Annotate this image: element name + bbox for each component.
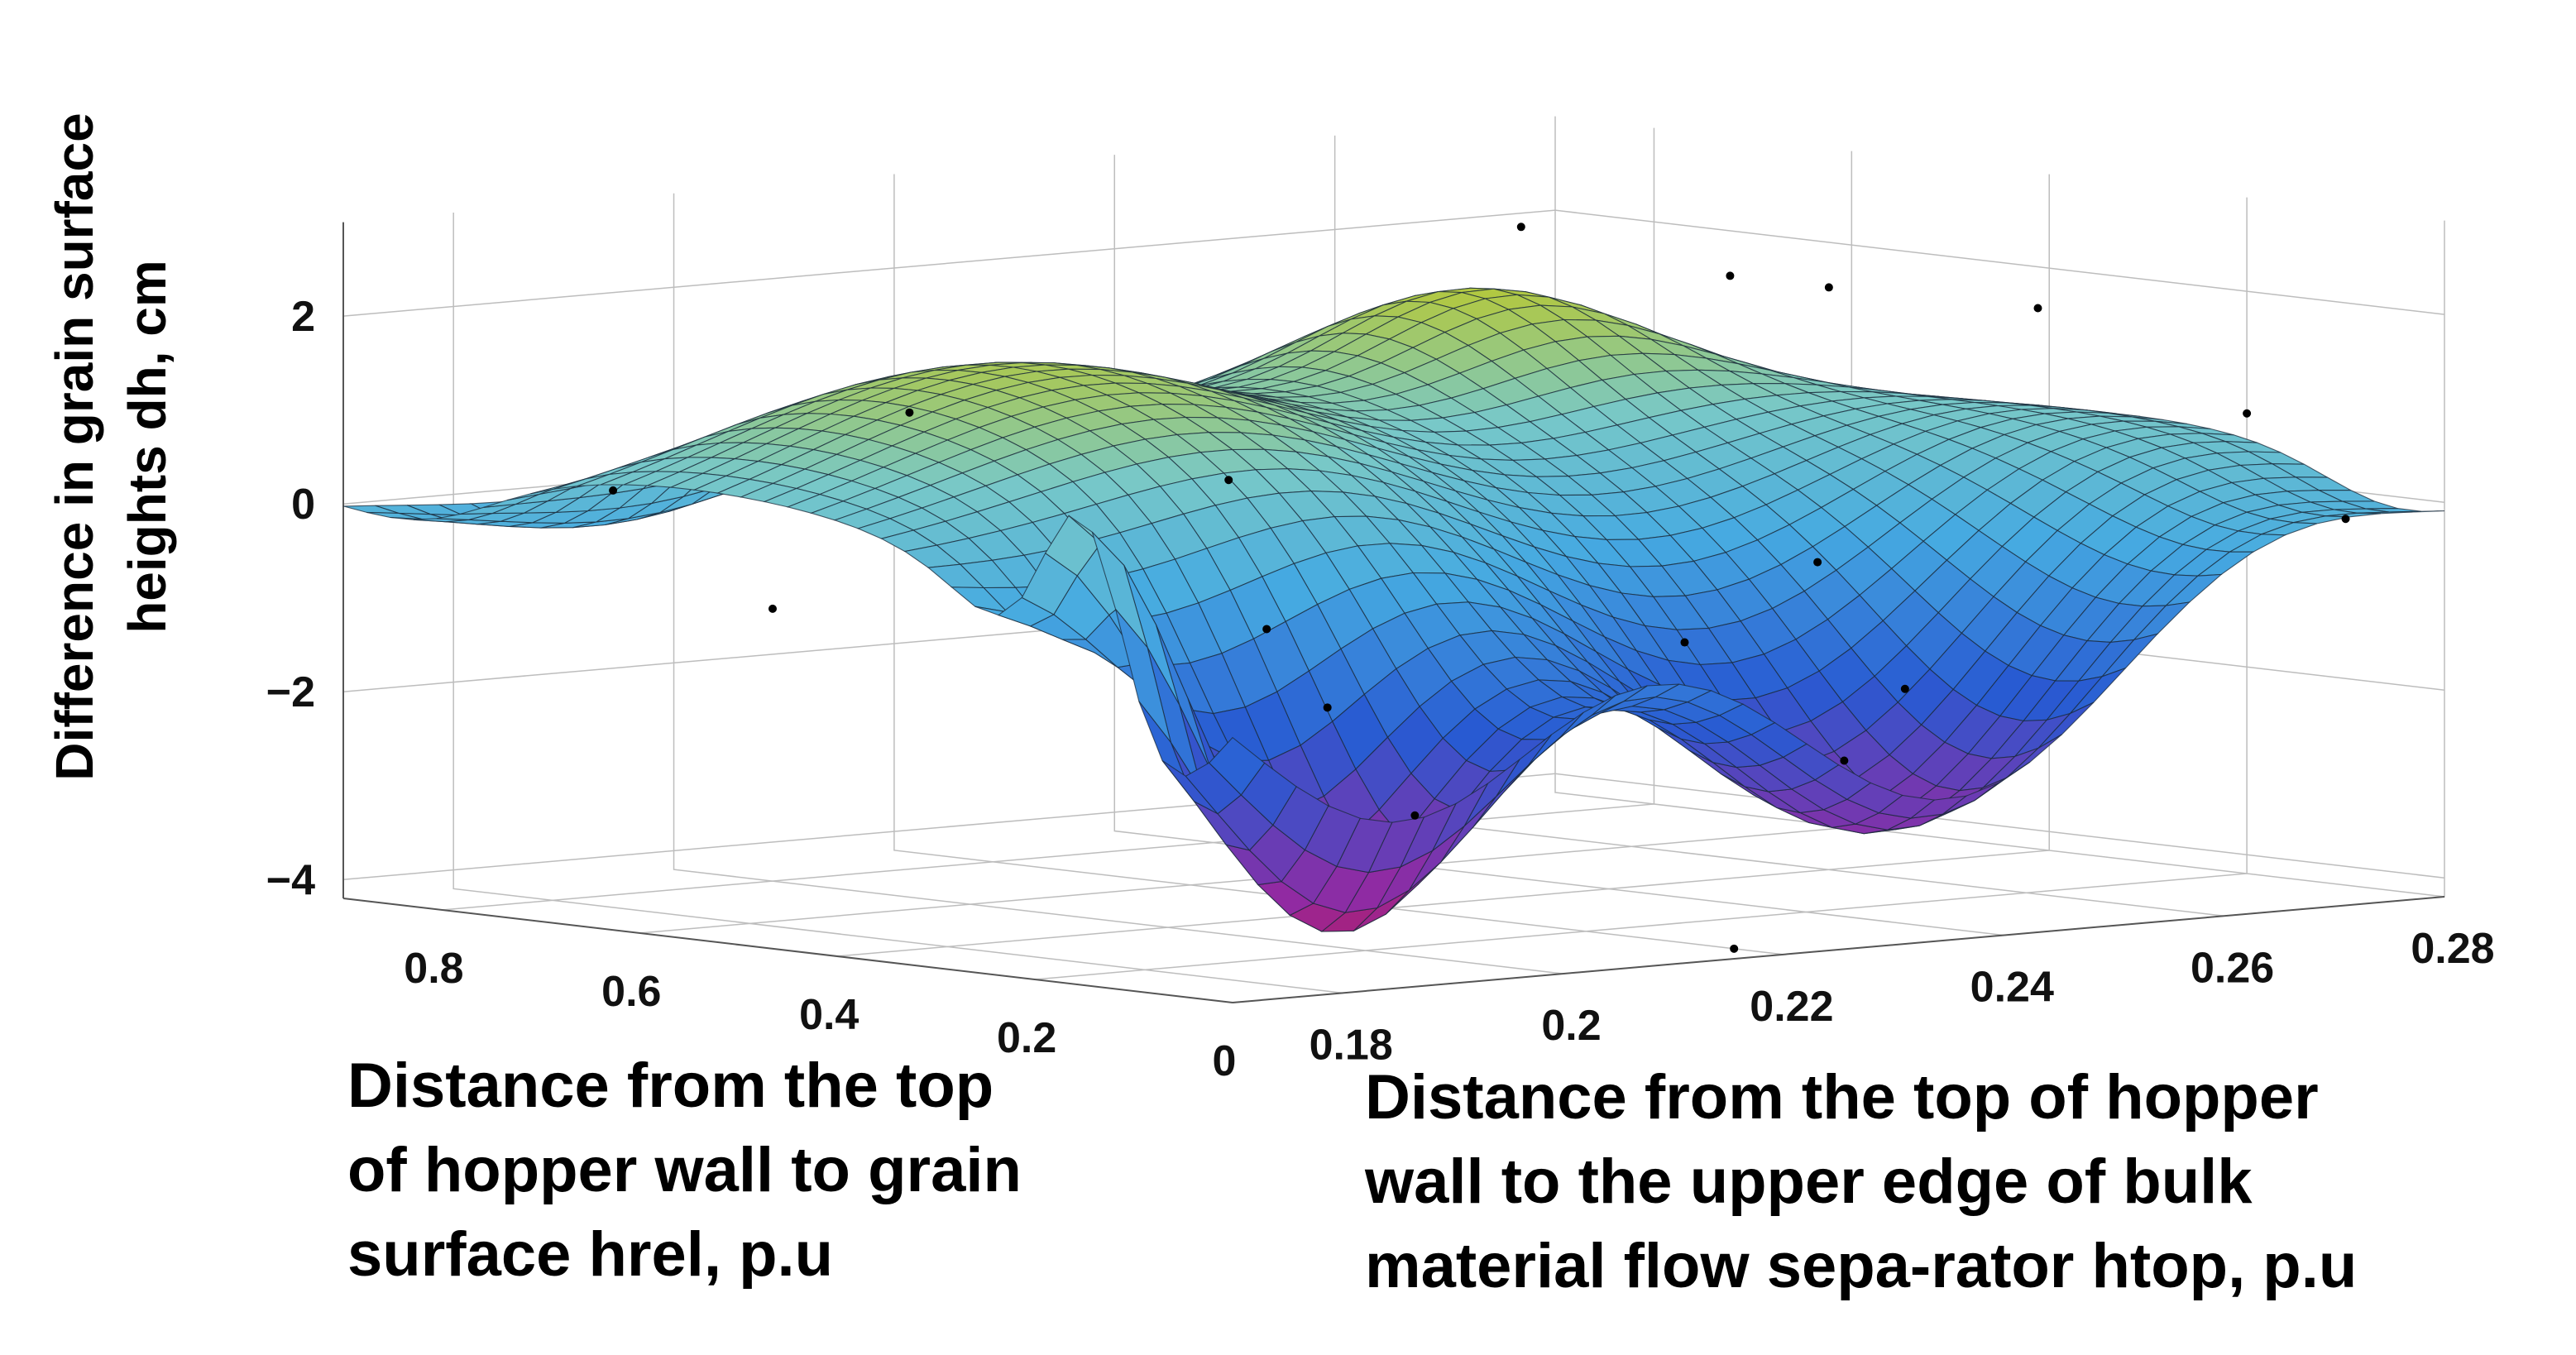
x-tick-label: 0.2 [997, 1014, 1056, 1062]
measured-point [1726, 271, 1735, 280]
x-axis-label-line-2: of hopper wall to grain [347, 1135, 1022, 1205]
x-tick-label: 0.4 [799, 991, 859, 1039]
x-axis-label-line-1: Distance from the top [347, 1051, 994, 1121]
z-tick-label: −4 [266, 856, 315, 904]
measured-point [2243, 409, 2252, 418]
z-tick-label: −2 [266, 668, 315, 716]
z-tick-label: 2 [291, 293, 315, 341]
measured-point [1323, 703, 1332, 712]
y-axis-label-line-1: Distance from the top of hopper [1365, 1062, 2319, 1132]
measured-point [1824, 283, 1833, 292]
grid-line-y [673, 193, 1563, 974]
x-tick-label: 0 [1213, 1037, 1237, 1085]
y-tick-label: 0.22 [1750, 983, 1833, 1031]
grid-line-z [342, 209, 2445, 317]
grid-line-y [452, 212, 1343, 994]
measured-point [1224, 476, 1233, 485]
z-axis-label-line-1: Difference in grain surface [45, 113, 104, 780]
y-axis-label-line-2: wall to the upper edge of bulk [1365, 1147, 2253, 1217]
measured-point [1410, 811, 1420, 820]
grid-line-z [342, 773, 2445, 881]
measured-point [1813, 558, 1822, 567]
y-tick-label: 0.28 [2411, 925, 2494, 973]
y-axis-line [1232, 896, 2445, 1003]
x-axis-label: Distance from the top of hopper wall to … [347, 1044, 1022, 1297]
measured-point [1900, 684, 1909, 693]
x-axis-line [342, 898, 1233, 1003]
y-axis-label-line-3: material flow sepa-rator htop, p.u [1365, 1231, 2358, 1301]
measured-point [1262, 625, 1271, 634]
measured-point [768, 604, 777, 613]
y-axis-label: Distance from the top of hopper wall to … [1365, 1056, 2357, 1309]
measured-point [905, 408, 914, 417]
surface-cell [1208, 736, 1266, 796]
y-tick-label: 0.18 [1310, 1021, 1393, 1069]
measured-point [609, 486, 618, 495]
measured-point [2341, 515, 2350, 524]
z-axis-label-line-2: heights dh, cm [117, 260, 177, 634]
measured-points [609, 223, 2350, 953]
z-tick-label: 0 [291, 481, 315, 529]
y-tick-label: 0.2 [1541, 1002, 1601, 1050]
x-tick-label: 0.8 [404, 945, 463, 993]
measured-point [1516, 223, 1525, 232]
x-axis-label-line-3: surface hrel, p.u [347, 1219, 834, 1290]
tick-labels: 2 0 −2 −4 0.8 0.6 0.4 0.2 0 0.18 0.2 0.22 0.24 0.26 0.… [266, 293, 2495, 1085]
measured-point [1730, 944, 1739, 953]
x-tick-label: 0.6 [601, 968, 661, 1016]
measured-point [2033, 304, 2042, 313]
y-tick-label: 0.26 [2191, 944, 2274, 992]
y-tick-label: 0.24 [1970, 964, 2054, 1012]
surface-mesh [342, 287, 2445, 932]
measured-point [1840, 756, 1849, 765]
measured-point [1680, 638, 1689, 647]
